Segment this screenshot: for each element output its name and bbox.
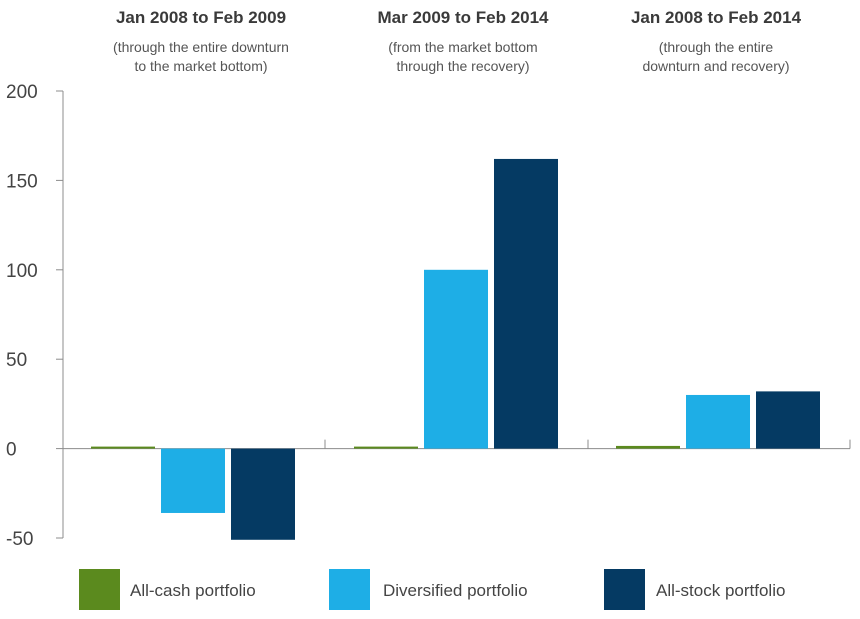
legend-swatch-2: [329, 569, 370, 610]
period-title-1: Jan 2008 to Feb 2009: [116, 8, 286, 27]
bar-2-1: [161, 448, 225, 513]
bar-2-3: [686, 394, 750, 449]
y-tick-label-150: 150: [6, 171, 38, 192]
bars: [91, 158, 820, 540]
bar-2-2: [424, 269, 488, 449]
legend-swatch-3: [604, 569, 645, 610]
y-tick-label-100: 100: [6, 261, 38, 282]
y-axis: -50 0 50 100 150 200: [6, 82, 851, 550]
y-tick-label-50: 50: [6, 350, 27, 371]
bar-3-1: [231, 448, 295, 540]
bar-3-3: [756, 391, 820, 449]
period-subtitle-1-line-2: to the market bottom): [134, 58, 267, 74]
period-subtitle-2-line-2: through the recovery): [396, 58, 529, 74]
period-subtitle-3-line-1: (through the entire: [659, 39, 774, 55]
period-title-3: Jan 2008 to Feb 2014: [631, 8, 802, 27]
legend-label-1: All-cash portfolio: [130, 581, 256, 600]
period-subtitle-3-line-2: downturn and recovery): [642, 58, 789, 74]
bar-3-2: [494, 158, 558, 449]
period-subtitle-2-line-1: (from the market bottom: [388, 39, 537, 55]
legend-label-2: Diversified portfolio: [383, 581, 528, 600]
legend: All-cash portfolio Diversified portfolio A…: [79, 569, 785, 610]
bar-1-1: [91, 446, 155, 449]
y-tick-label-0: 0: [6, 440, 17, 461]
y-tick-label-200: 200: [6, 82, 38, 103]
legend-label-3: All-stock portfolio: [656, 581, 785, 600]
period-subtitle-1-line-1: (through the entire downturn: [113, 39, 289, 55]
y-tick-label--50: -50: [6, 529, 33, 550]
period-headers: Jan 2008 to Feb 2009 (through the entire …: [113, 8, 802, 74]
legend-swatch-1: [79, 569, 120, 610]
period-title-2: Mar 2009 to Feb 2014: [377, 8, 549, 27]
bar-1-2: [354, 446, 418, 449]
bar-1-3: [616, 445, 680, 449]
